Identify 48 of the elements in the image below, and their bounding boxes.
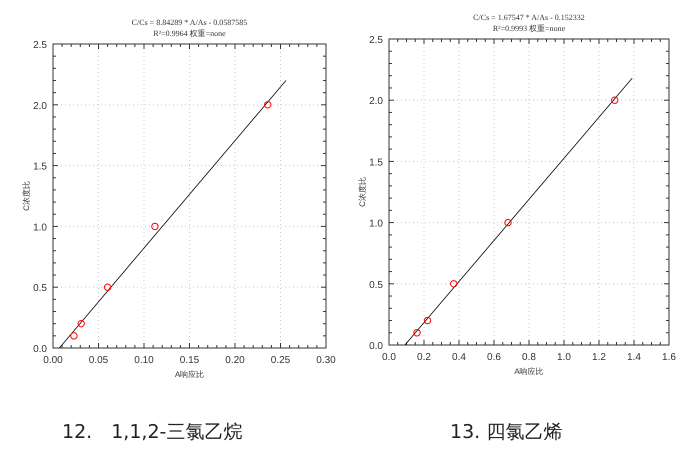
x-tick-label: 0.8 <box>522 352 536 363</box>
text: 13. 四氯乙烯 <box>450 421 562 443</box>
x-tick-label: 0.15 <box>180 355 200 366</box>
chart-title: C/Cs = 8.84289 * A/As - 0.0587585 <box>132 18 248 27</box>
point <box>70 332 78 340</box>
y-tick-label: 2.5 <box>33 40 48 51</box>
x-tick-label: 1.4 <box>627 352 642 363</box>
x-tick-label: 1.6 <box>662 352 676 363</box>
x-axis-title: A响应比 <box>514 367 544 376</box>
point <box>413 329 421 336</box>
x-tick-label: 0.0 <box>382 352 396 363</box>
point <box>611 96 618 104</box>
y-axis-title: C浓度比 <box>22 181 31 211</box>
y-tick-label: 1.5 <box>369 157 384 168</box>
text: 12. 1,1,2-三氯乙烷 <box>62 421 242 443</box>
y-tick-label: 0.0 <box>33 344 48 355</box>
y-tick-label: 0.5 <box>369 280 384 291</box>
x-tick-label: 0.20 <box>225 355 246 366</box>
y-tick-label: 2.5 <box>369 35 384 46</box>
y-tick-label: 1.5 <box>33 162 48 173</box>
chart-subtitle: R²=0.9993 权重=none <box>492 24 566 33</box>
x-tick-label: 0.10 <box>134 355 154 366</box>
chart-title: C/Cs = 1.67547 * A/As - 0.152332 <box>473 13 585 22</box>
y-tick-label: 1.0 <box>369 218 384 230</box>
y-axis-title: C浓度比 <box>358 177 367 207</box>
x-tick-label: 1.0 <box>557 352 572 363</box>
x-tick-label: 1.2 <box>592 352 606 363</box>
x-tick-label: 0.00 <box>43 355 64 366</box>
point <box>104 284 112 291</box>
x-tick-label: 0.6 <box>487 352 502 363</box>
y-tick-label: 0.0 <box>369 341 384 352</box>
y-tick-label: 2.0 <box>33 100 48 112</box>
point <box>151 222 159 230</box>
y-tick-label: 0.5 <box>33 283 48 294</box>
point <box>504 218 512 226</box>
point <box>424 316 432 324</box>
point <box>264 101 272 108</box>
point <box>450 280 458 288</box>
x-tick-label: 0.4 <box>452 352 466 363</box>
x-tick-label: 0.05 <box>88 355 109 366</box>
y-tick-label: 1.0 <box>33 222 48 234</box>
x-tick-label: 0.25 <box>270 355 291 366</box>
y-tick-label: 2.0 <box>369 96 384 108</box>
point <box>78 320 85 328</box>
chart-subtitle: R²=0.9964 权重=none <box>153 29 226 38</box>
x-tick-label: 0.2 <box>417 352 432 363</box>
x-tick-label: 0.30 <box>316 355 336 366</box>
x-axis-title: A响应比 <box>174 370 204 379</box>
